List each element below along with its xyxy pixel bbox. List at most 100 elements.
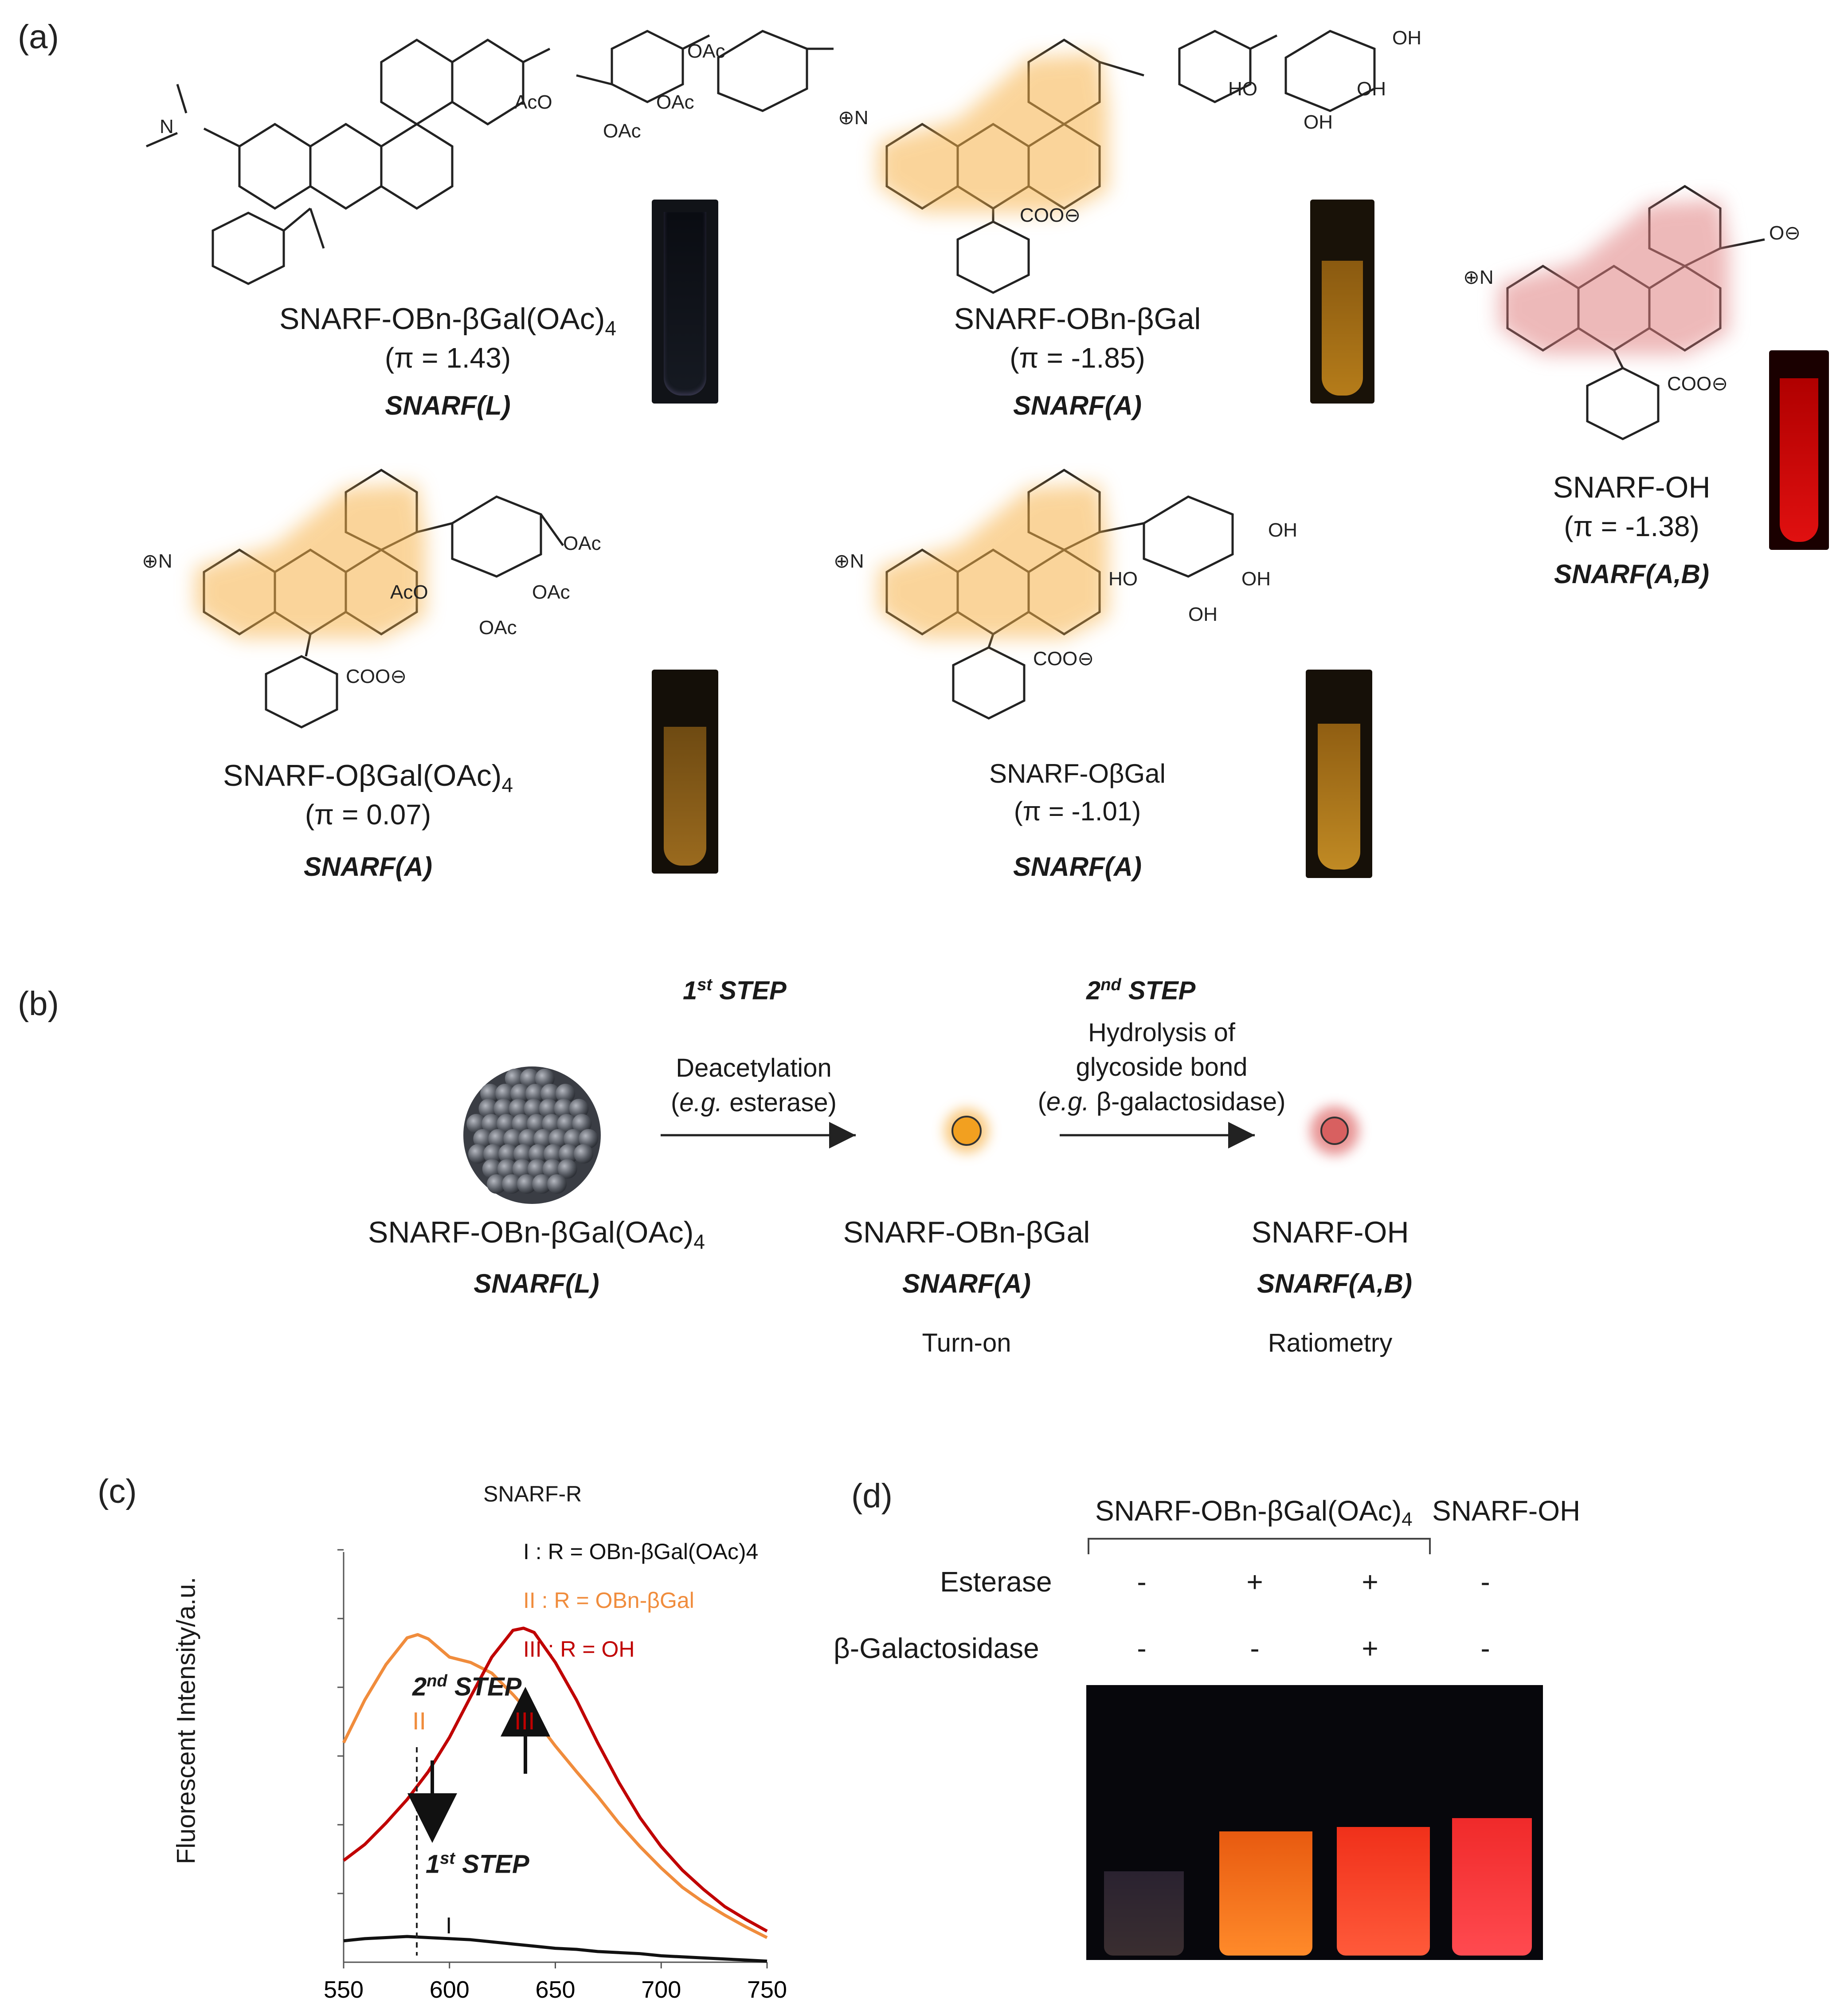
x-tick-label-1: 600 [430,1976,470,2003]
nanoparticle-sphere [488,1129,508,1149]
nanoparticle-sphere [482,1114,501,1133]
label-oac-2: OAc [656,91,694,113]
label-o-minus: O⊖ [1769,222,1801,244]
c-legend-series-2: II : R = OBn-βGal [523,1588,694,1613]
nanoparticle-sphere [557,1114,577,1133]
label-n-5: ⊕N [834,550,864,572]
x-tick-label-0: 550 [324,1976,364,2003]
nanoparticle-sphere [517,1174,537,1194]
nanoparticle-sphere [559,1144,578,1164]
nanoparticle-sphere [572,1114,592,1133]
compound-5-class: SNARF(A) [1013,852,1142,882]
b-orange-particle-icon [951,1116,982,1146]
nanoparticle-sphere [557,1159,577,1179]
x-tick-label-3: 700 [641,1976,681,2003]
compound-4-class: SNARF(A) [304,852,432,882]
nanoparticle-sphere [527,1114,547,1133]
cuvette-photo-compound-5 [1306,670,1372,878]
nanoparticle-sphere [542,1114,562,1133]
nanoparticle-sphere [556,1084,576,1103]
compound-5-pi: (π = -1.01) [1014,796,1141,826]
b-compound-1-name: SNARF-OBn-βGal(OAc)4 [368,1215,705,1253]
nanoparticle-sphere [505,1069,525,1088]
d-row-esterase: Esterase [940,1566,1052,1598]
nanoparticle-sphere [569,1099,589,1118]
nanoparticle-sphere [533,1129,553,1149]
nanoparticle-sphere [487,1174,507,1194]
nanoparticle-sphere [480,1084,500,1103]
compound-2-pi: (π = -1.85) [1010,342,1145,374]
nanoparticle-sphere [512,1114,532,1133]
nanoparticle-sphere [532,1174,552,1194]
nanoparticle-sphere [495,1084,515,1103]
label-ho-1: HO [1228,78,1257,100]
compound-2-name: SNARF-OBn-βGal [954,302,1201,336]
d-esterase-3: + [1362,1566,1378,1598]
nanoparticle-sphere [497,1159,517,1179]
b-step2-desc: Hydrolysis of glycoside bond (e.g. β-gal… [1038,1018,1286,1116]
nanoparticle-sphere [520,1069,540,1088]
d-esterase-2: + [1246,1566,1263,1598]
compound-5-name: SNARF-OβGal [989,759,1166,788]
c-step1-annotation: 1st STEP [426,1849,529,1879]
c-series-tag-2: II [412,1707,426,1735]
d-row-galactosidase: β-Galactosidase [834,1632,1039,1664]
nanoparticle-sphere [564,1129,583,1149]
b-red-particle-icon [1320,1117,1349,1145]
nanoparticle-aggregate-icon [463,1066,601,1204]
d-galactosidase-1: - [1137,1632,1147,1664]
nanoparticle-sphere [478,1099,498,1118]
structure-snarf-obn-bgal-oac4 [146,30,834,285]
d-galactosidase-4: - [1480,1632,1490,1664]
label-coo-3: COO⊖ [1667,373,1728,395]
label-coo-5: COO⊖ [1033,648,1094,670]
nanoparticle-sphere [554,1099,574,1118]
nanoparticle-sphere [524,1099,544,1118]
b-compound-3-name: SNARF-OH [1251,1215,1409,1249]
d-esterase-4: - [1480,1566,1490,1598]
d-cuvette-3 [1337,1827,1430,1956]
nanoparticle-sphere [466,1114,486,1133]
nanoparticle-sphere [579,1129,599,1149]
nanoparticle-sphere [482,1159,502,1179]
b-compound-2-name: SNARF-OBn-βGal [843,1215,1090,1249]
compound-1-name: SNARF-OBn-βGal(OAc)4 [279,302,616,340]
label-oac-1: OAc [687,40,725,62]
nanoparticle-sphere [483,1144,503,1164]
nanoparticle-sphere [544,1144,563,1164]
compound-4-name: SNARF-OβGal(OAc)4 [223,759,513,796]
panel-b-graphics [463,1066,1359,1204]
label-coo-2: COO⊖ [1020,204,1081,226]
nanoparticle-sphere [540,1084,560,1103]
nanoparticle-sphere [518,1129,538,1149]
nanoparticle-sphere [548,1129,568,1149]
d-galactosidase-2: - [1250,1632,1260,1664]
panel-a-structures: OAc AcO OAc OAc OH HO OH OH COO⊖ COO⊖ O⊖… [142,27,1801,729]
label-oac-5: OAc [532,581,570,603]
label-oh-4: OH [1268,519,1297,541]
label-coo-4: COO⊖ [346,666,407,687]
panel-b-label: (b) [18,985,59,1023]
nanoparticle-sphere [529,1144,548,1164]
d-galactosidase-3: + [1362,1632,1378,1664]
b-compound-1-class: SNARF(L) [474,1269,599,1298]
emission-spectrum-chart: 550 600 650 700 750 II III I [324,1549,787,2003]
d-cuvette-photo [1086,1685,1543,1960]
compound-3-pi: (π = -1.38) [1564,510,1699,542]
series-line-2 [342,1633,768,1939]
label-oac-4: OAc [563,533,601,554]
b-turn-on-note: Turn-on [922,1329,1011,1357]
label-n-2: ⊕N [838,107,869,129]
b-compound-2-class: SNARF(A) [902,1269,1031,1298]
nanoparticle-sphere [547,1174,567,1194]
nanoparticle-sphere [498,1144,518,1164]
c-series-tag-1: I [446,1913,452,1939]
compound-1-pi: (π = 1.43) [384,342,511,374]
b-ratiometry-note: Ratiometry [1268,1329,1393,1357]
glow-compound-3 [1499,200,1729,355]
d-header-1: SNARF-OBn-βGal(OAc)4 [1095,1495,1413,1530]
compound-1-class: SNARF(L) [385,391,511,420]
nanoparticle-sphere [539,1099,559,1118]
label-n-1: N [160,116,174,137]
glow-compound-5 [878,483,1108,639]
